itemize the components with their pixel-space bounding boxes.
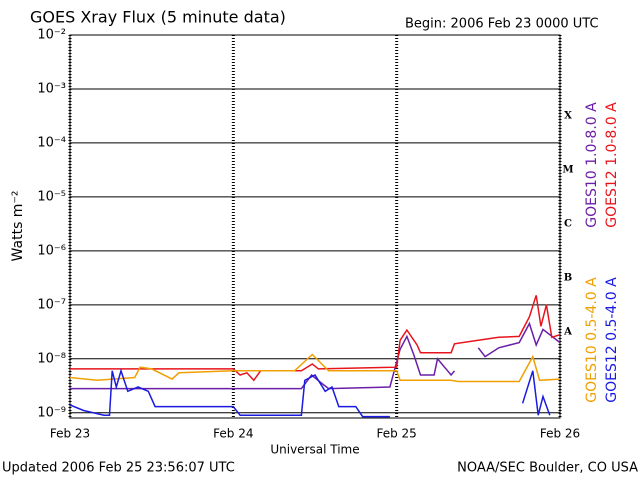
flare-class-label: C xyxy=(564,218,572,229)
series-line xyxy=(70,353,560,383)
legend-entry: GOES12 0.5-4.0 A xyxy=(604,277,620,403)
y-tick-label: 10⁻⁵ xyxy=(37,189,66,204)
flare-class-label: B xyxy=(564,272,572,283)
y-tick-label: 10⁻⁴ xyxy=(37,135,66,150)
series-line xyxy=(70,321,560,390)
series-line xyxy=(70,295,560,382)
flare-class-label: M xyxy=(562,164,573,175)
legend-entry: GOES12 1.0-8.0 A xyxy=(604,102,620,228)
series-line xyxy=(70,368,551,418)
x-tick-label: Feb 25 xyxy=(376,427,416,441)
chart-title: GOES Xray Flux (5 minute data) xyxy=(30,8,286,27)
x-tick-label: Feb 26 xyxy=(540,427,580,441)
legend-entry: GOES10 0.5-4.0 A xyxy=(584,277,600,403)
x-axis-label: Universal Time xyxy=(270,443,359,457)
chart-subtitle: Begin: 2006 Feb 23 0000 UTC xyxy=(405,17,599,32)
y-tick-label: 10⁻³ xyxy=(37,81,66,96)
y-tick-label: 10⁻² xyxy=(37,28,66,43)
y-tick-label: 10⁻⁷ xyxy=(37,297,66,312)
y-tick-label: 10⁻⁶ xyxy=(37,243,66,258)
flare-class-label: A xyxy=(563,326,572,337)
legend-entry: GOES10 1.0-8.0 A xyxy=(584,102,600,228)
y-tick-label: 10⁻⁹ xyxy=(37,405,66,420)
x-tick-label: Feb 24 xyxy=(213,427,253,441)
y-tick-label: 10⁻⁸ xyxy=(37,351,66,366)
y-axis-label: Watts m⁻² xyxy=(10,191,26,262)
x-tick-label: Feb 23 xyxy=(50,427,90,441)
plot-frame xyxy=(69,34,561,419)
footer-left: Updated 2006 Feb 25 23:56:07 UTC xyxy=(2,461,235,476)
flare-class-label: X xyxy=(564,110,572,121)
footer-right: NOAA/SEC Boulder, CO USA xyxy=(457,461,638,476)
